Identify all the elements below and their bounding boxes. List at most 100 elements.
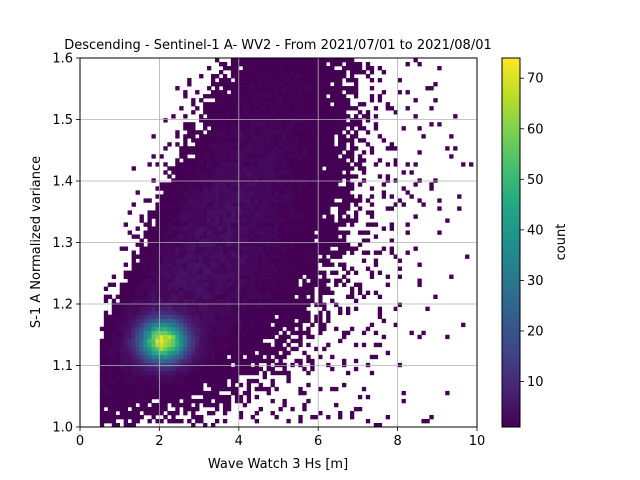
histogram-cell	[139, 290, 144, 295]
histogram-cell	[171, 230, 176, 235]
histogram-cell	[270, 86, 275, 91]
histogram-cell	[282, 334, 287, 340]
histogram-cell	[274, 306, 279, 312]
histogram-cell	[195, 174, 200, 179]
histogram-cell	[203, 158, 208, 163]
histogram-cell	[214, 250, 220, 255]
histogram-cell	[238, 274, 244, 279]
histogram-cell	[151, 226, 156, 231]
histogram-cell	[163, 362, 168, 368]
histogram-cell	[139, 266, 144, 271]
histogram-cell	[183, 206, 188, 211]
histogram-cell	[234, 206, 240, 211]
histogram-cell	[246, 130, 252, 135]
histogram-cell	[103, 314, 109, 320]
histogram-cell	[211, 178, 216, 183]
histogram-cell	[266, 70, 271, 75]
histogram-cell	[163, 210, 168, 215]
histogram-cell	[147, 310, 152, 316]
histogram-cell	[226, 226, 232, 231]
histogram-cell	[139, 402, 144, 408]
histogram-cell	[246, 326, 252, 332]
histogram-cell	[282, 70, 287, 75]
histogram-cell	[230, 206, 236, 211]
histogram-cell	[214, 310, 220, 316]
histogram-cell	[242, 158, 248, 163]
histogram-cell	[139, 366, 144, 372]
histogram-cell	[179, 302, 184, 308]
histogram-cell	[246, 382, 252, 388]
histogram-cell	[230, 226, 236, 231]
histogram-cell	[230, 238, 236, 243]
histogram-cell	[230, 258, 236, 263]
histogram-cell	[318, 294, 323, 299]
histogram-cell	[290, 186, 295, 191]
histogram-cell	[179, 306, 184, 312]
histogram-cell	[127, 394, 132, 400]
histogram-cell	[226, 398, 232, 404]
histogram-cell	[373, 290, 379, 295]
histogram-cell	[238, 354, 244, 360]
histogram-cell	[349, 66, 355, 71]
histogram-cell	[345, 166, 351, 171]
histogram-cell	[222, 166, 228, 171]
histogram-cell	[338, 86, 343, 91]
histogram-cell	[278, 170, 283, 175]
histogram-cell	[234, 58, 240, 63]
histogram-cell	[262, 94, 267, 99]
histogram-cell	[107, 334, 113, 340]
histogram-cell	[314, 246, 319, 251]
histogram-cell	[163, 386, 168, 392]
histogram-cell	[290, 242, 295, 247]
histogram-cell	[191, 330, 196, 336]
histogram-cell	[389, 246, 394, 251]
histogram-cell	[262, 322, 267, 328]
histogram-cell	[107, 402, 113, 408]
histogram-cell	[151, 342, 156, 348]
histogram-cell	[171, 286, 176, 291]
histogram-cell	[135, 326, 140, 332]
histogram-cell	[310, 362, 315, 368]
histogram-cell	[342, 142, 347, 147]
histogram-cell	[163, 378, 168, 384]
histogram-cell	[302, 134, 307, 139]
histogram-cell	[131, 254, 136, 259]
histogram-cell	[107, 386, 113, 392]
histogram-cell	[151, 330, 156, 336]
histogram-cell	[214, 150, 220, 155]
histogram-cell	[254, 266, 259, 271]
histogram-cell	[282, 210, 287, 215]
histogram-cell	[175, 194, 180, 199]
histogram-cell	[207, 398, 212, 404]
histogram-cell	[214, 166, 220, 171]
histogram-cell	[330, 62, 335, 67]
histogram-cell	[147, 210, 152, 215]
histogram-cell	[163, 414, 168, 420]
histogram-cell	[211, 422, 216, 428]
histogram-cell	[365, 290, 371, 295]
histogram-cell	[270, 238, 275, 243]
histogram-cell	[99, 338, 105, 344]
histogram-cell	[246, 170, 252, 175]
histogram-cell	[274, 106, 279, 111]
histogram-cell	[199, 254, 204, 259]
histogram-cell	[111, 298, 117, 304]
histogram-cell	[365, 250, 371, 255]
histogram-cell	[330, 158, 335, 163]
histogram-cell	[278, 362, 283, 368]
histogram-cell	[298, 74, 303, 79]
histogram-cell	[155, 390, 160, 396]
histogram-cell	[191, 170, 196, 175]
histogram-cell	[155, 314, 160, 320]
histogram-cell	[238, 214, 244, 219]
histogram-cell	[326, 162, 331, 167]
histogram-cell	[338, 210, 343, 215]
histogram-cell	[211, 74, 216, 79]
histogram-cell	[135, 374, 140, 380]
histogram-cell	[203, 390, 208, 396]
histogram-cell	[234, 326, 240, 332]
histogram-cell	[290, 246, 295, 251]
histogram-cell	[119, 334, 125, 340]
histogram-cell	[417, 150, 422, 155]
histogram-cell	[179, 274, 184, 279]
